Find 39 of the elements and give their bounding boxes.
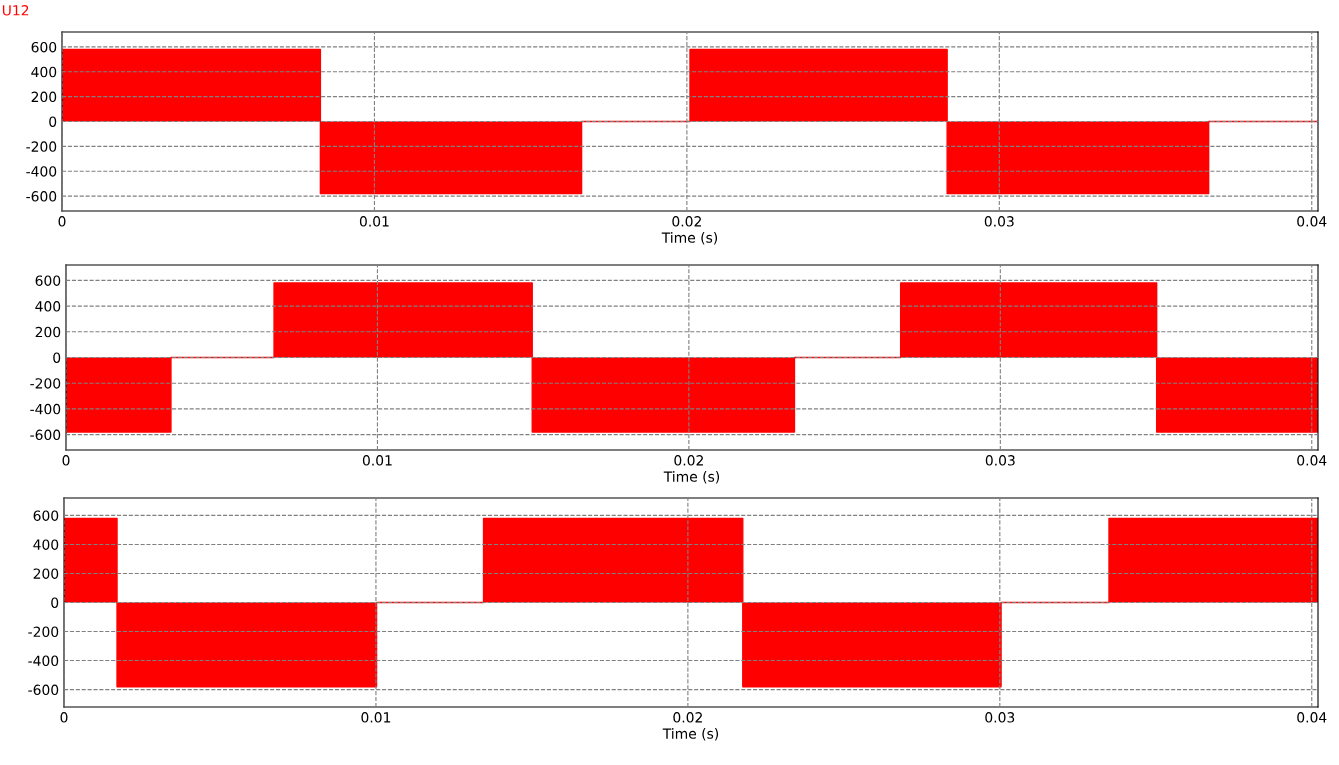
y-tick-label: 200 (31, 91, 57, 103)
y-tick-label: 200 (35, 326, 61, 338)
y-tick-label: 600 (31, 41, 57, 53)
x-axis-title: Time (s) (662, 728, 719, 741)
chart-title: U12 (2, 5, 29, 16)
y-tick-label: 200 (33, 568, 59, 579)
x-axis-title: Time (s) (661, 232, 718, 245)
x-tick-label: 0.02 (673, 712, 702, 723)
x-tick-label: 0.01 (362, 455, 392, 466)
x-tick-label: 0.03 (984, 216, 1014, 227)
x-tick-label: 0.04 (1297, 455, 1327, 466)
y-tick-label: -200 (26, 141, 57, 152)
x-tick-label: 0.04 (1297, 216, 1327, 227)
y-tick-label: -200 (30, 378, 61, 389)
y-tick-label: -200 (28, 626, 59, 637)
x-tick-label: 0.04 (1297, 712, 1327, 723)
y-tick-label: 0 (51, 597, 59, 608)
y-tick-label: 400 (33, 539, 59, 550)
y-tick-label: 0 (53, 352, 61, 363)
x-tick-label: 0 (62, 455, 70, 466)
y-tick-label: 400 (35, 301, 61, 312)
y-tick-label: 600 (35, 275, 61, 286)
y-tick-label: 400 (31, 66, 57, 78)
x-tick-label: 0.02 (674, 455, 703, 466)
x-tick-label: 0.01 (359, 216, 389, 227)
y-tick-label: -600 (26, 191, 57, 202)
y-tick-label: -400 (26, 166, 57, 177)
x-tick-label: 0 (60, 712, 68, 723)
y-tick-label: -600 (30, 429, 61, 441)
x-tick-label: 0.01 (361, 712, 391, 723)
x-axis-title: Time (s) (663, 471, 720, 484)
y-tick-label: -400 (28, 655, 59, 667)
y-tick-label: 600 (33, 510, 59, 521)
x-tick-label: 0.03 (985, 455, 1015, 466)
x-tick-label: 0.02 (672, 216, 701, 227)
y-tick-label: 0 (49, 116, 57, 127)
y-tick-label: -400 (30, 403, 61, 415)
y-tick-label: -600 (28, 684, 59, 696)
x-tick-label: 0.03 (985, 712, 1015, 723)
